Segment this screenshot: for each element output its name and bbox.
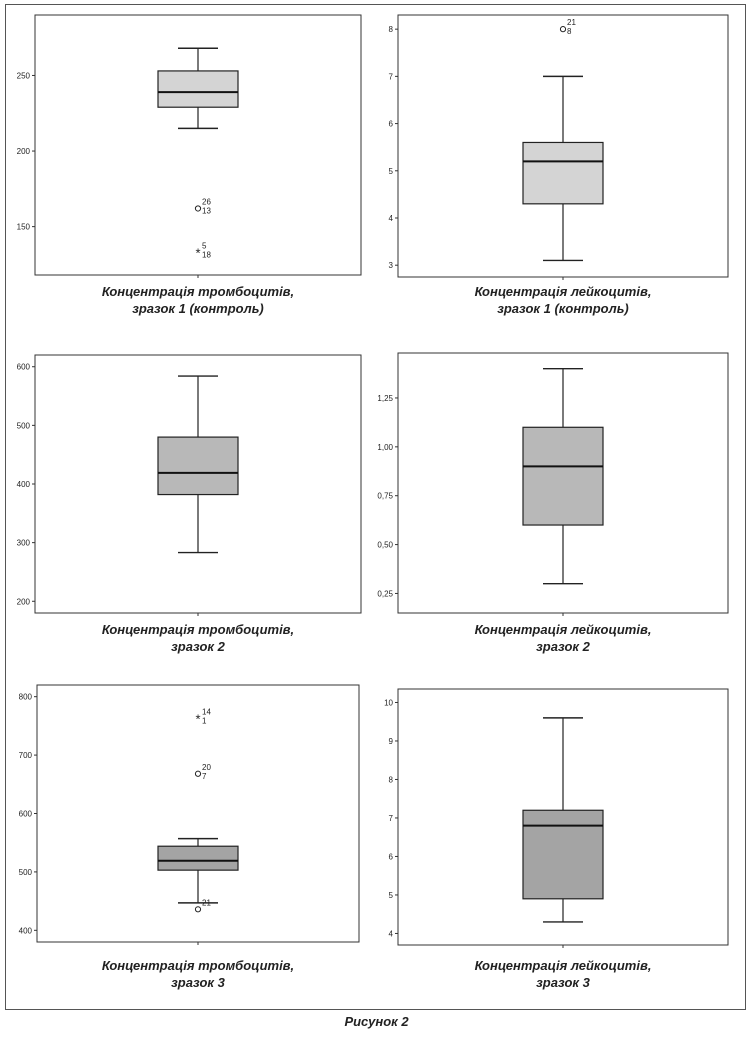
chart-caption-line: Концентрація лейкоцитів, <box>475 958 652 973</box>
outlier-case-label: 1 <box>202 716 207 725</box>
y-tick-label: 600 <box>19 810 33 819</box>
outlier-circle <box>194 906 202 913</box>
y-tick-label: 1,00 <box>377 443 393 452</box>
y-tick-label: 200 <box>17 147 31 156</box>
iqr-box <box>522 809 604 900</box>
y-tick-label: 10 <box>384 698 393 707</box>
iqr-box <box>522 141 604 205</box>
outlier-case-label: 8 <box>567 27 572 36</box>
y-tick-label: 0,75 <box>377 492 393 501</box>
y-tick-label: 0,25 <box>377 589 393 598</box>
y-tick-label: 250 <box>17 71 31 80</box>
outlier-case-label: 26 <box>202 197 211 206</box>
chart-caption-line: зразок 2 <box>171 639 225 654</box>
outlier-case-label: 7 <box>202 772 207 781</box>
y-tick-label: 7 <box>389 814 394 823</box>
chart-caption-line: зразок 3 <box>171 975 225 990</box>
y-tick-label: 5 <box>389 167 394 176</box>
iqr-box <box>157 436 239 496</box>
iqr-box <box>157 70 239 108</box>
outlier-case-label: 21 <box>567 18 576 27</box>
outlier-circle <box>559 26 567 33</box>
outlier-case-label: 20 <box>202 763 211 772</box>
y-tick-label: 6 <box>389 852 394 861</box>
y-tick-label: 500 <box>19 868 33 877</box>
boxplot-panel-3: 200 300 400 500 600 Концентрація тромбоцитів,… <box>17 354 362 654</box>
y-tick-label: 7 <box>389 72 394 81</box>
extreme-outlier-star: * <box>195 245 200 260</box>
chart-caption-line: зразок 1 (контроль) <box>497 301 629 316</box>
y-tick-label: 1,25 <box>377 394 393 403</box>
y-tick-label: 700 <box>19 751 33 760</box>
outlier-case-label: 5 <box>202 241 207 250</box>
y-tick-label: 4 <box>389 929 394 938</box>
chart-caption-line: Концентрація тромбоцитів, <box>102 284 294 299</box>
y-tick-label: 200 <box>17 597 31 606</box>
chart-caption-line: Концентрація лейкоцитів, <box>475 284 652 299</box>
figure-frame <box>5 4 746 1010</box>
chart-caption-line: зразок 1 (контроль) <box>132 301 264 316</box>
outlier-circle <box>194 205 202 212</box>
extreme-outlier-star: * <box>195 711 200 726</box>
y-tick-label: 600 <box>17 363 31 372</box>
y-tick-label: 500 <box>17 421 31 430</box>
boxplot-panel-5: 400 500 600 700 800 * 141 207 21 Концентрація тро… <box>19 684 360 990</box>
outlier-case-label: 18 <box>202 250 211 259</box>
chart-caption-line: Концентрація тромбоцитів, <box>102 622 294 637</box>
y-tick-label: 5 <box>389 891 394 900</box>
y-tick-label: 300 <box>17 539 31 548</box>
y-tick-label: 8 <box>389 25 394 34</box>
y-tick-label: 0,50 <box>377 541 393 550</box>
y-tick-label: 400 <box>19 926 33 935</box>
boxplot-panel-6: 4 5 6 7 8 9 10 Концентрація лейкоцитів, зразок 3 <box>384 688 729 990</box>
y-tick-label: 3 <box>389 261 394 270</box>
chart-caption-line: зразок 3 <box>536 975 590 990</box>
chart-caption-line: Концентрація лейкоцитів, <box>475 622 652 637</box>
y-tick-label: 9 <box>389 737 394 746</box>
y-tick-label: 6 <box>389 120 394 129</box>
outlier-circle <box>194 770 202 777</box>
outlier-case-label: 21 <box>202 898 211 907</box>
boxplot-panel-4: 0,25 0,50 0,75 1,00 1,25 Концентрація лейкоци… <box>377 352 729 654</box>
y-tick-label: 150 <box>17 223 31 232</box>
y-tick-label: 400 <box>17 480 31 489</box>
y-tick-label: 4 <box>389 214 394 223</box>
figure-caption: Рисунок 2 <box>344 1014 409 1029</box>
iqr-box <box>522 426 604 526</box>
chart-caption-line: зразок 2 <box>536 639 590 654</box>
chart-caption-line: Концентрація тромбоцитів, <box>102 958 294 973</box>
outlier-case-label: 14 <box>202 707 211 716</box>
y-tick-label: 8 <box>389 775 394 784</box>
iqr-box <box>157 845 239 871</box>
outlier-case-label: 13 <box>202 206 211 215</box>
y-tick-label: 800 <box>19 693 33 702</box>
